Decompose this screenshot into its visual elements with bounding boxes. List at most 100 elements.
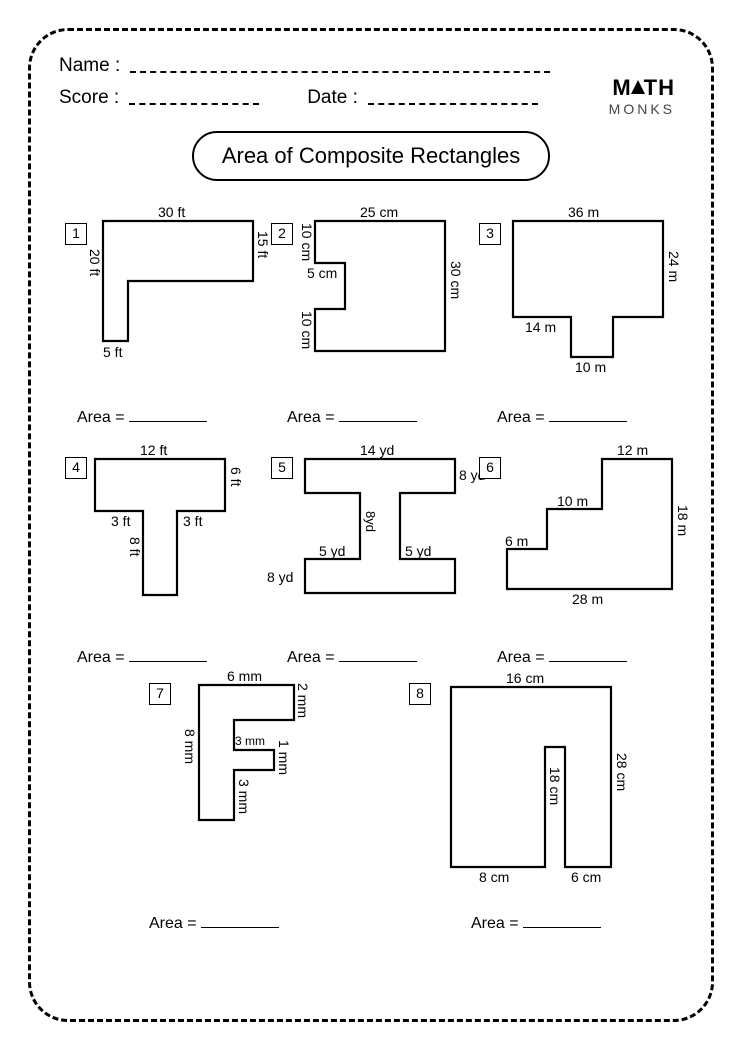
dim: 1 mm <box>276 740 292 775</box>
problem-5: 5 14 yd 8 yd 8yd 5 yd 5 yd 8 yd Area = <box>269 443 473 673</box>
problem-number: 5 <box>271 457 293 479</box>
dim: 8 cm <box>479 869 509 885</box>
dim: 8 yd <box>267 569 293 585</box>
name-input-line[interactable] <box>130 59 550 73</box>
problem-number: 6 <box>479 457 501 479</box>
worksheet-title: Area of Composite Rectangles <box>192 131 550 181</box>
brand-triangle-icon <box>631 80 645 94</box>
dim: 6 ft <box>228 467 244 486</box>
problems-row3: 7 6 mm 2 mm 3 mm 1 mm 8 mm 3 mm Area = 8… <box>59 677 683 933</box>
dim: 8 mm <box>182 729 198 764</box>
dim: 12 m <box>617 442 648 458</box>
dim: 3 mm <box>236 779 252 814</box>
shape-4: 12 ft 6 ft 3 ft 3 ft 8 ft <box>95 459 225 614</box>
dim: 14 yd <box>360 442 394 458</box>
area-label: Area = <box>497 649 545 666</box>
dim: 30 cm <box>448 261 464 299</box>
dim: 14 m <box>525 319 556 335</box>
dim: 6 mm <box>227 668 262 684</box>
dim: 28 m <box>572 591 603 607</box>
problem-4: 4 12 ft 6 ft 3 ft 3 ft 8 ft Area = <box>59 443 263 673</box>
problem-7: 7 6 mm 2 mm 3 mm 1 mm 8 mm 3 mm Area = <box>59 677 361 933</box>
dim: 3 mm <box>235 734 265 748</box>
dim: 10 m <box>557 493 588 509</box>
dim: 10 m <box>575 359 606 375</box>
area-label: Area = <box>287 409 335 426</box>
shape-3: 36 m 24 m 14 m 10 m <box>513 221 663 366</box>
dim: 8 ft <box>127 537 143 556</box>
dim: 20 ft <box>87 249 103 276</box>
area-input-line[interactable] <box>339 410 417 422</box>
area-row: Area = <box>77 409 207 427</box>
area-label: Area = <box>471 915 519 932</box>
area-row: Area = <box>287 409 417 427</box>
dim: 18 cm <box>547 767 563 805</box>
area-input-line[interactable] <box>549 650 627 662</box>
score-label: Score : <box>59 87 119 109</box>
dim: 24 m <box>666 251 682 282</box>
area-label: Area = <box>149 915 197 932</box>
score-input-line[interactable] <box>129 91 259 105</box>
dim: 3 ft <box>111 513 130 529</box>
dim: 3 ft <box>183 513 202 529</box>
problem-3: 3 36 m 24 m 14 m 10 m Area = <box>479 203 683 433</box>
dim: 18 m <box>675 505 691 536</box>
dim: 10 cm <box>299 223 315 261</box>
problems-grid: 1 30 ft 15 ft 20 ft 5 ft Area = 2 25 cm … <box>59 203 683 673</box>
dim: 10 cm <box>299 311 315 349</box>
name-label: Name : <box>59 55 120 77</box>
problem-2: 2 25 cm 10 cm 5 cm 10 cm 30 cm Area = <box>269 203 473 433</box>
dim: 36 m <box>568 204 599 220</box>
problem-8: 8 16 cm 18 cm 28 cm 8 cm 6 cm Area = <box>381 677 683 933</box>
area-input-line[interactable] <box>129 410 207 422</box>
worksheet-frame: M TH MONKS Name : Score : Date : Area of … <box>28 28 714 1022</box>
dim: 25 cm <box>360 204 398 220</box>
problem-6: 6 12 m 10 m 6 m 18 m 28 m Area = <box>479 443 683 673</box>
area-label: Area = <box>497 409 545 426</box>
brand-logo: M TH MONKS <box>609 75 675 117</box>
dim: 2 mm <box>295 683 311 718</box>
shape-1: 30 ft 15 ft 20 ft 5 ft <box>103 221 253 366</box>
brand-th: TH <box>644 75 675 100</box>
dim: 28 cm <box>614 753 630 791</box>
shape-2: 25 cm 10 cm 5 cm 10 cm 30 cm <box>315 221 445 356</box>
area-input-line[interactable] <box>549 410 627 422</box>
brand-m: M <box>612 75 631 100</box>
dim: 5 cm <box>307 265 337 281</box>
area-input-line[interactable] <box>339 650 417 662</box>
area-row: Area = <box>149 915 279 933</box>
brand-sub: MONKS <box>609 101 675 117</box>
problem-number: 3 <box>479 223 501 245</box>
area-input-line[interactable] <box>201 916 279 928</box>
dim: 16 cm <box>506 670 544 686</box>
dim: 8yd <box>363 511 378 532</box>
problem-number: 1 <box>65 223 87 245</box>
shape-5: 14 yd 8 yd 8yd 5 yd 5 yd 8 yd <box>305 459 455 604</box>
dim: 5 yd <box>319 543 345 559</box>
problem-number: 2 <box>271 223 293 245</box>
area-input-line[interactable] <box>523 916 601 928</box>
problem-number: 4 <box>65 457 87 479</box>
dim: 6 m <box>505 533 528 549</box>
area-label: Area = <box>77 409 125 426</box>
shape-7: 6 mm 2 mm 3 mm 1 mm 8 mm 3 mm <box>199 685 309 860</box>
area-row: Area = <box>77 649 207 667</box>
area-label: Area = <box>287 649 335 666</box>
problem-number: 8 <box>409 683 431 705</box>
area-input-line[interactable] <box>129 650 207 662</box>
problem-number: 7 <box>149 683 171 705</box>
date-input-line[interactable] <box>368 91 538 105</box>
dim: 6 cm <box>571 869 601 885</box>
problem-1: 1 30 ft 15 ft 20 ft 5 ft Area = <box>59 203 263 433</box>
score-date-row: Score : Date : <box>59 87 683 109</box>
name-row: Name : <box>59 55 683 77</box>
dim: 30 ft <box>158 204 185 220</box>
area-row: Area = <box>471 915 601 933</box>
dim: 5 yd <box>405 543 431 559</box>
area-label: Area = <box>77 649 125 666</box>
dim: 5 ft <box>103 344 122 360</box>
shape-8: 16 cm 18 cm 28 cm 8 cm 6 cm <box>451 687 621 882</box>
date-label: Date : <box>307 87 358 109</box>
area-row: Area = <box>497 649 627 667</box>
dim: 12 ft <box>140 442 167 458</box>
